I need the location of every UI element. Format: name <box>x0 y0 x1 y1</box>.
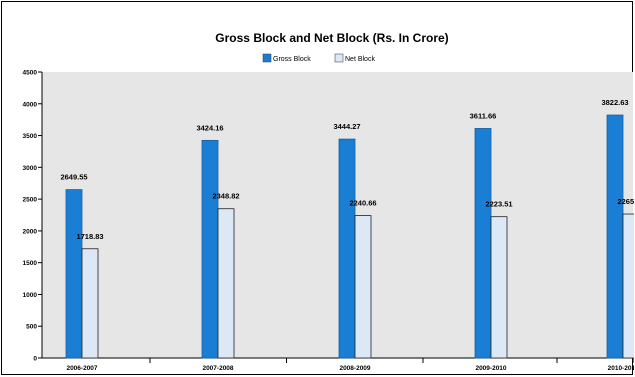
x-tick-label: 2008-2009 <box>339 365 370 372</box>
chart-marks: 0 500 1000 1500 2000 2500 3000 3500 4000 4500 2006… <box>23 70 634 372</box>
legend-swatch-net-block <box>334 53 344 63</box>
y-tick-label: 3500 <box>23 133 38 140</box>
net-block-bar <box>490 216 508 359</box>
gross-block-bar <box>606 114 624 359</box>
gross-block-data-label: 3611.66 <box>470 111 497 120</box>
gross-block-data-label: 3424.16 <box>196 123 223 132</box>
legend-label-net-block: Net Block <box>345 56 375 63</box>
legend-label-gross-block: Gross Block <box>273 56 311 63</box>
legend-swatch-gross-block <box>262 53 272 63</box>
net-block-bar <box>217 208 235 359</box>
y-tick-label: 2000 <box>23 228 38 235</box>
y-tick-label: 2500 <box>23 197 38 204</box>
gross-block-bar <box>201 139 219 359</box>
net-block-data-label: 1718.83 <box>76 232 103 241</box>
net-block-data-label: 2348.82 <box>212 192 239 201</box>
x-tick-label: 2010-2011 <box>608 365 634 372</box>
y-tick-label: 1500 <box>23 260 38 267</box>
plot-area <box>42 72 633 358</box>
gross-block-data-label: 3444.27 <box>333 122 360 131</box>
y-tick-label: 4500 <box>23 70 38 77</box>
gross-block-data-label: 2649.55 <box>60 173 87 182</box>
x-tick-label: 2007-2008 <box>202 365 233 372</box>
net-block-data-label: 2265.30 <box>617 197 634 206</box>
net-block-data-label: 2223.51 <box>485 200 512 209</box>
y-tick-label: 500 <box>26 324 37 331</box>
chart-title: Gross Block and Net Block (Rs. In Crore) <box>215 31 448 45</box>
x-tick-label: 2009-2010 <box>475 365 506 372</box>
x-tick-label: 2006-2007 <box>66 365 97 372</box>
net-block-data-label: 2240.66 <box>349 199 376 208</box>
gross-block-bar <box>474 128 492 359</box>
y-tick-label: 3000 <box>23 165 38 172</box>
net-block-bar <box>81 248 99 359</box>
legend: Gross Block Net Block <box>262 53 375 63</box>
gross-block-bar <box>338 138 356 359</box>
net-block-bar <box>354 215 372 359</box>
net-block-bar <box>622 213 634 359</box>
gross-block-bar <box>65 189 83 359</box>
y-tick-label: 0 <box>33 356 37 363</box>
y-tick-label: 4000 <box>23 101 38 108</box>
y-tick-label: 1000 <box>23 292 38 299</box>
gross-block-data-label: 3822.63 <box>601 98 628 107</box>
